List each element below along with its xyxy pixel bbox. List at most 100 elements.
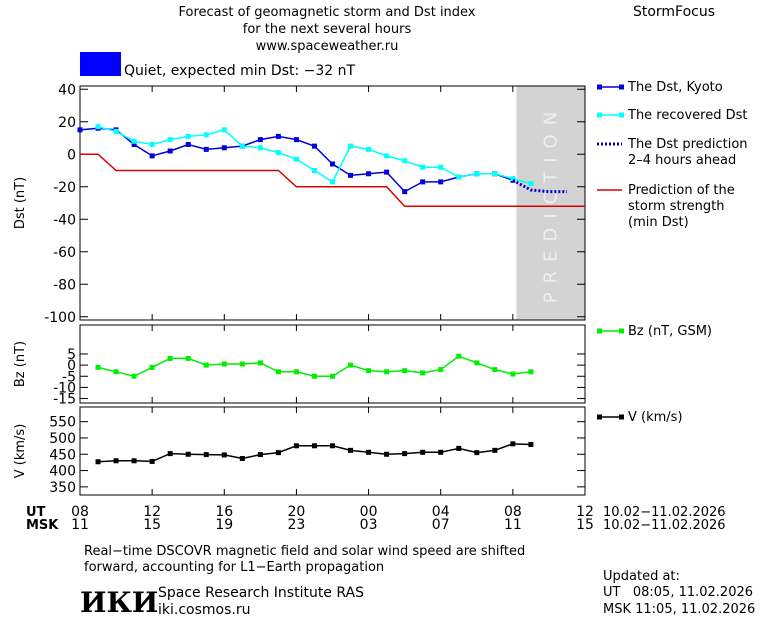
text-line: The Dst prediction [627, 137, 748, 152]
data-point [95, 459, 101, 465]
data-point [257, 137, 263, 143]
data-point [366, 449, 372, 455]
data-point [131, 138, 137, 144]
data-point [221, 127, 227, 133]
y-axis-label: Dst (nT) [13, 177, 28, 229]
data-point [330, 179, 335, 185]
data-point [510, 441, 516, 447]
x-date: 10.02−11.02.2026 [603, 518, 726, 533]
text-line: storm strength [628, 199, 725, 214]
data-point [456, 445, 462, 451]
data-point [275, 133, 281, 139]
footer-note: Real−time DSCOVR magnetic field and sola… [84, 544, 525, 559]
x-tick-label-msk: 19 [215, 517, 233, 533]
legend-marker [619, 84, 624, 90]
data-point [348, 362, 354, 368]
data-point [113, 369, 119, 375]
legend-label: The Dst, Kyoto [627, 80, 723, 95]
x-tick-label: 00 [360, 504, 378, 520]
data-point [438, 179, 444, 185]
data-point [330, 161, 335, 167]
institute: Space Research Institute RAS [158, 585, 364, 601]
y-tick-label: 20 [58, 115, 76, 131]
data-point [149, 142, 155, 147]
data-point [492, 447, 498, 453]
updated-msk: MSK 11:05, 11.02.2026 [603, 602, 755, 617]
brand: StormFocus [633, 4, 715, 20]
legend-marker [597, 84, 602, 90]
y-tick-label: 0 [67, 147, 76, 163]
data-point [474, 360, 480, 366]
data-point [402, 189, 408, 195]
data-point [185, 355, 191, 361]
data-point [384, 451, 390, 457]
text-line: Prediction of the [628, 183, 735, 198]
data-point [131, 458, 137, 464]
data-point [185, 133, 191, 139]
data-point [131, 142, 137, 147]
data-point [221, 145, 227, 151]
data-point [366, 146, 372, 152]
x-date: 10.02−11.02.2026 [603, 505, 726, 520]
data-point [203, 146, 209, 152]
y-tick-label: 350 [49, 480, 76, 496]
x-tick-label: 16 [215, 504, 233, 520]
y-tick-label: 40 [58, 82, 76, 98]
x-tick-label: 08 [504, 504, 522, 520]
data-point [492, 171, 498, 177]
y-tick-label: 450 [49, 447, 76, 463]
plot-frame [79, 85, 586, 321]
data-point [95, 124, 101, 130]
data-point [167, 355, 173, 361]
text-line: Bz (nT, GSM) [628, 324, 712, 339]
x-tick-label: 04 [432, 504, 450, 520]
legend-marker [619, 328, 624, 334]
data-point [311, 443, 317, 449]
data-point [330, 373, 335, 379]
data-point [293, 443, 299, 449]
updated-ut: UT 08:05, 11.02.2026 [603, 585, 753, 600]
data-point [420, 449, 426, 455]
data-point [185, 451, 191, 457]
data-point [113, 129, 119, 134]
text-line: The Dst, Kyoto [627, 80, 723, 95]
data-point [149, 153, 155, 159]
legend-marker [597, 414, 602, 420]
data-point [420, 179, 426, 185]
y-tick-label: -5 [62, 369, 76, 385]
x-tick-label-msk: 03 [360, 517, 378, 533]
x-tick-label-msk: 15 [143, 517, 161, 533]
data-point [384, 169, 390, 175]
data-point [366, 368, 372, 374]
data-point [474, 450, 480, 456]
data-point [528, 441, 534, 447]
data-point [438, 367, 444, 373]
y-tick-label: -15 [53, 392, 76, 408]
data-point [221, 361, 227, 367]
y-tick-label: 0 [67, 358, 76, 374]
data-point [167, 137, 173, 143]
data-point [456, 174, 462, 180]
data-point [203, 132, 209, 138]
data-point [257, 145, 263, 151]
legend-marker [597, 328, 602, 334]
data-point [311, 373, 317, 379]
text-line: 2–4 hours ahead [628, 153, 736, 168]
data-point [311, 168, 317, 173]
data-point [185, 142, 191, 147]
legend-marker [619, 414, 624, 420]
y-tick-label: -60 [53, 245, 76, 261]
data-point [131, 373, 137, 379]
data-point [149, 364, 155, 370]
y-tick-label: 550 [49, 415, 76, 431]
data-point [311, 143, 317, 149]
data-point [492, 367, 498, 373]
y-axis-label: Bz (nT) [13, 341, 28, 387]
y-tick-label: -100 [44, 310, 76, 326]
status-text: Quiet, expected min Dst: −32 nT [124, 63, 356, 79]
x-tick-label-msk: 11 [504, 517, 522, 533]
data-point [510, 371, 516, 377]
data-point [474, 171, 480, 177]
legend-label: The recovered Dst [627, 108, 747, 123]
